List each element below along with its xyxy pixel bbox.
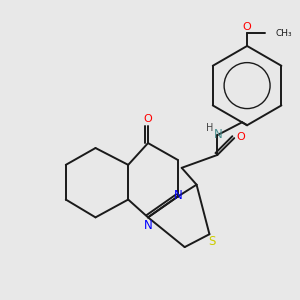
Text: N: N bbox=[144, 219, 153, 232]
Text: S: S bbox=[209, 235, 216, 248]
Text: CH₃: CH₃ bbox=[275, 29, 292, 38]
Text: N: N bbox=[174, 189, 183, 202]
Text: O: O bbox=[236, 132, 245, 142]
Text: H: H bbox=[206, 123, 214, 133]
Text: N: N bbox=[214, 128, 222, 141]
Text: O: O bbox=[144, 114, 152, 124]
Text: O: O bbox=[243, 22, 251, 32]
